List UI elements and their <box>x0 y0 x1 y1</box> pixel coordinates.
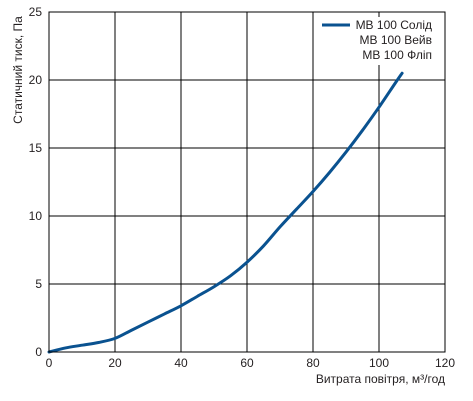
plot-frame <box>48 11 446 353</box>
y-tick-label: 20 <box>29 73 43 87</box>
y-tick-label: 25 <box>29 5 43 19</box>
y-tick-label: 0 <box>35 345 42 359</box>
y-tick-label: 15 <box>29 141 43 155</box>
legend: МВ 100 Солід МВ 100 Вейв МВ 100 Фліп <box>318 17 436 65</box>
series-line <box>47 71 404 354</box>
x-axis-label: Витрата повітря, м³/год <box>316 372 445 386</box>
tick-labels: 0 20 40 60 80 100 120 0 5 10 15 20 25 <box>29 5 456 370</box>
x-tick-label: 20 <box>108 356 122 370</box>
grid <box>49 12 445 352</box>
legend-entry-flip: МВ 100 Фліп <box>362 48 432 62</box>
y-tick-label: 5 <box>35 277 42 291</box>
x-tick-label: 0 <box>46 356 53 370</box>
x-tick-label: 60 <box>240 356 254 370</box>
x-tick-label: 100 <box>369 356 389 370</box>
x-tick-label: 120 <box>435 356 455 370</box>
x-tick-label: 80 <box>306 356 320 370</box>
x-tick-label: 40 <box>174 356 188 370</box>
series-layer <box>47 71 404 354</box>
legend-entry-wave: МВ 100 Вейв <box>360 33 432 47</box>
legend-entry-solid: МВ 100 Солід <box>356 18 432 32</box>
y-axis-label: Статичний тиск, Па <box>11 16 25 124</box>
y-tick-label: 10 <box>29 209 43 223</box>
